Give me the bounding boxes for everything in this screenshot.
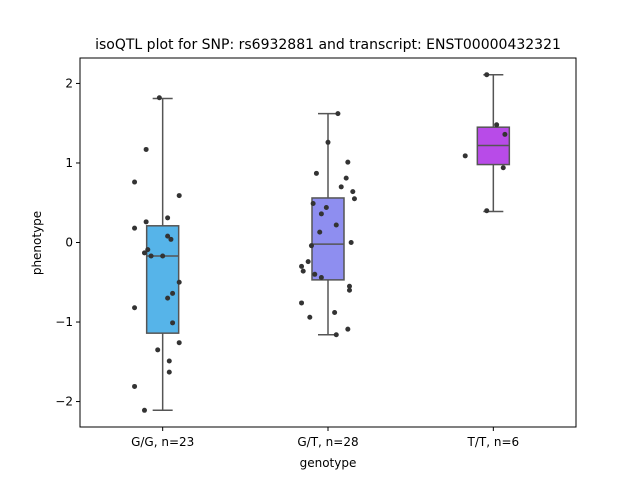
- y-axis-label: phenotype: [30, 211, 44, 275]
- data-point: [335, 111, 341, 117]
- data-point: [299, 300, 305, 306]
- data-point: [160, 253, 166, 259]
- data-point: [494, 122, 500, 128]
- data-point: [143, 146, 149, 152]
- y-tick-label: −2: [55, 395, 73, 409]
- data-point: [338, 184, 344, 190]
- data-point: [165, 215, 171, 221]
- data-point: [350, 189, 356, 195]
- data-point: [500, 165, 506, 171]
- data-point: [312, 271, 318, 277]
- data-point: [132, 305, 138, 311]
- data-point: [333, 222, 339, 228]
- data-point: [166, 369, 172, 375]
- data-point: [310, 201, 316, 207]
- data-point: [176, 193, 182, 199]
- data-point: [317, 229, 323, 235]
- data-point: [502, 131, 508, 137]
- data-point: [333, 332, 339, 338]
- data-point: [307, 314, 313, 320]
- data-point: [143, 219, 149, 225]
- data-point: [156, 95, 162, 101]
- data-point: [132, 383, 138, 389]
- plot-marks: [132, 72, 511, 413]
- data-point: [155, 347, 161, 353]
- x-tick-label: G/T, n=28: [297, 435, 358, 449]
- data-point: [346, 287, 352, 293]
- data-point: [165, 233, 171, 239]
- box-iqr: [311, 197, 345, 281]
- data-point: [308, 243, 314, 249]
- data-point: [318, 274, 324, 280]
- data-point: [176, 340, 182, 346]
- data-point: [484, 208, 490, 214]
- data-point: [318, 211, 324, 217]
- y-axis: −2 −1 0 1 2: [55, 76, 80, 409]
- data-point: [176, 279, 182, 285]
- data-point: [305, 259, 311, 265]
- data-point: [300, 268, 306, 274]
- data-point: [145, 247, 151, 253]
- data-point: [148, 253, 154, 259]
- y-tick-label: 2: [65, 76, 73, 90]
- data-point: [345, 159, 351, 165]
- data-point: [170, 290, 176, 296]
- x-tick-label: G/G, n=23: [131, 435, 194, 449]
- data-point: [141, 250, 147, 256]
- data-point: [166, 358, 172, 364]
- data-point: [351, 196, 357, 202]
- box-iqr: [145, 225, 180, 334]
- data-point: [132, 225, 138, 231]
- data-point: [462, 153, 468, 159]
- x-tick-label: T/T, n=6: [467, 435, 520, 449]
- data-point: [348, 240, 354, 245]
- y-tick-label: 1: [65, 156, 73, 170]
- chart-title: isoQTL plot for SNP: rs6932881 and trans…: [95, 37, 561, 53]
- data-point: [299, 263, 305, 269]
- data-point: [325, 139, 331, 145]
- data-point: [332, 309, 338, 315]
- data-point: [141, 407, 147, 413]
- y-tick-label: 0: [65, 236, 73, 250]
- data-point: [165, 295, 171, 301]
- x-axis-label: genotype: [300, 456, 357, 470]
- data-point: [313, 170, 319, 176]
- x-axis: G/G, n=23 G/T, n=28 T/T, n=6: [131, 427, 519, 449]
- data-point: [132, 179, 138, 185]
- data-point: [170, 320, 176, 326]
- y-tick-label: −1: [55, 315, 73, 329]
- data-point: [323, 205, 329, 211]
- data-point: [484, 72, 490, 78]
- data-point: [346, 283, 352, 289]
- data-point: [168, 236, 174, 242]
- data-point: [343, 175, 349, 181]
- data-point: [345, 326, 351, 332]
